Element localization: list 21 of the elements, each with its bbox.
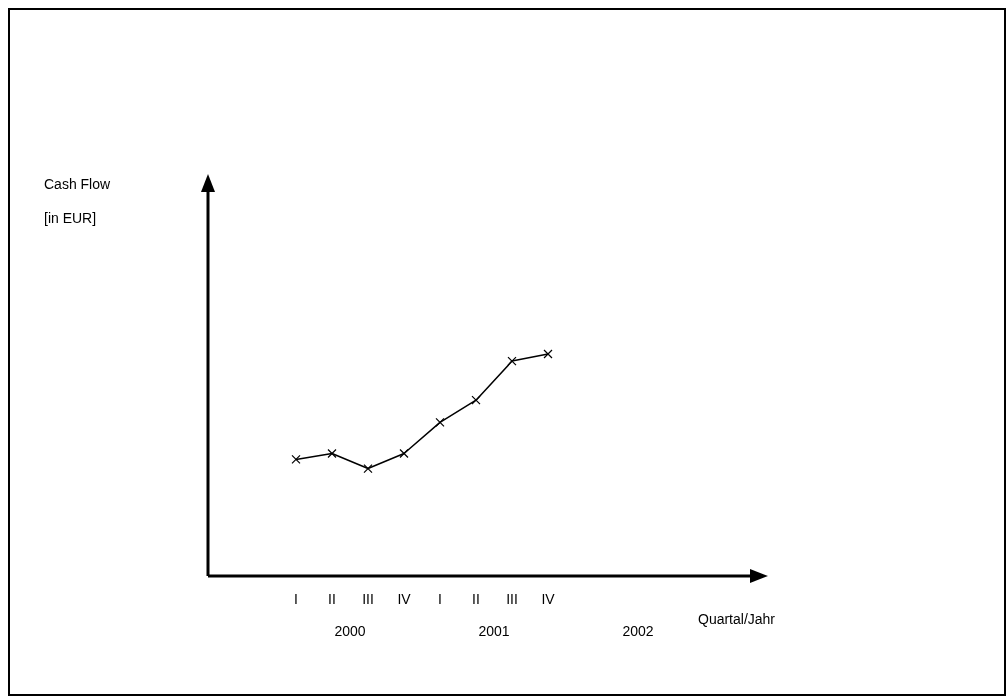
x-tick-label: III bbox=[506, 591, 518, 607]
point bbox=[435, 417, 445, 427]
text: 2001 bbox=[478, 623, 510, 639]
x-tick-label: I bbox=[438, 591, 442, 607]
x-tick-label: I bbox=[294, 591, 298, 607]
x-tick-label: IV bbox=[397, 591, 412, 607]
point bbox=[507, 356, 517, 366]
point bbox=[543, 349, 553, 359]
point bbox=[471, 395, 481, 405]
x-tick-label: II bbox=[472, 591, 480, 607]
text: 2002 bbox=[622, 623, 654, 639]
x-tick-label: II bbox=[328, 591, 336, 607]
x-tick-label: III bbox=[362, 591, 374, 607]
text: Quartal/Jahr bbox=[698, 611, 776, 627]
x-tick-label: IV bbox=[541, 591, 556, 607]
text: 2000 bbox=[334, 623, 366, 639]
text: Cash Flow [in EUR] bbox=[44, 176, 111, 226]
point bbox=[291, 454, 301, 465]
point bbox=[327, 448, 337, 459]
point bbox=[363, 463, 373, 474]
point bbox=[399, 448, 409, 459]
